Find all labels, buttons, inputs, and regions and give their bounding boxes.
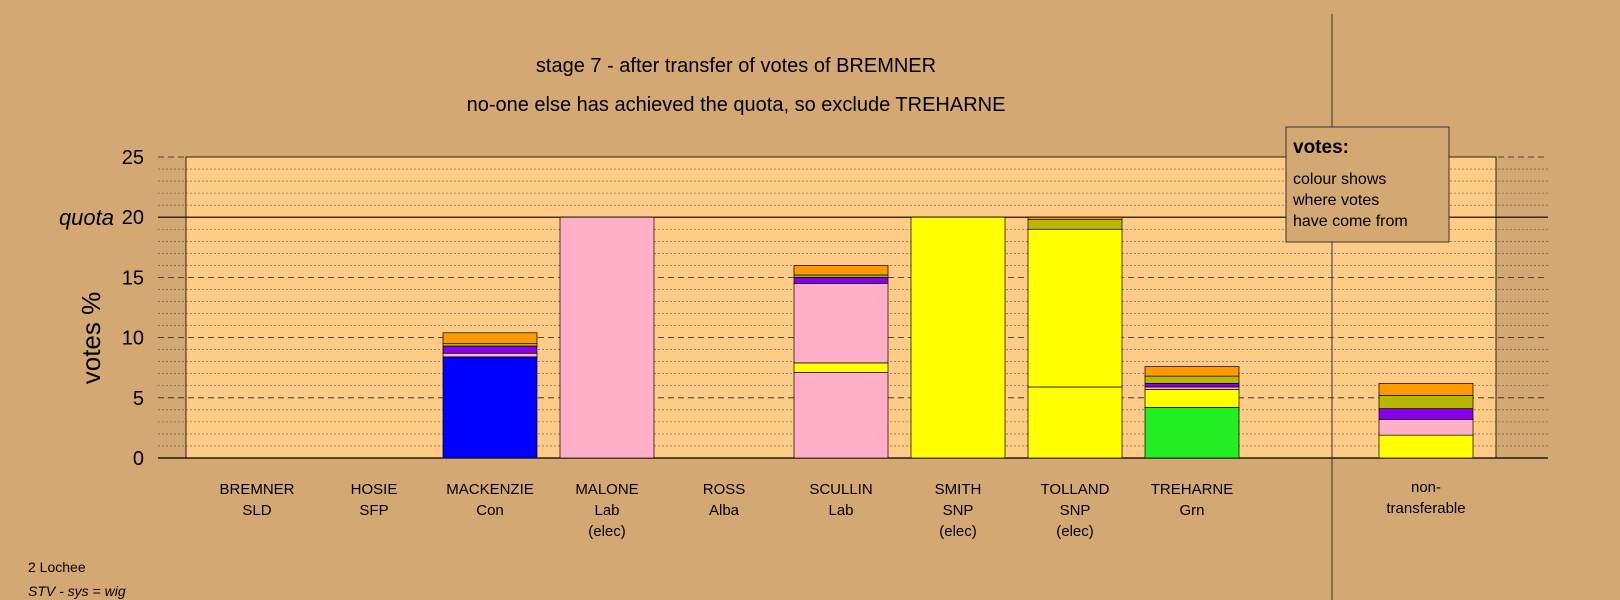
legend-line: have come from [1293,213,1408,230]
legend-box [1285,126,1450,243]
chart-title: stage 7 - after transfer of votes of BRE… [536,55,936,77]
candidate-party: Con [476,502,504,519]
bar-nontransferable-segment-alba [1378,395,1474,409]
bar-mackenzie-segment-con [442,356,538,459]
candidate-note: (elec) [1056,523,1094,540]
bar-tolland-segment-sld [1027,216,1123,220]
bar-mackenzie-segment-lab [442,352,538,358]
candidate-party: SLD [242,502,271,519]
candidate-name: MACKENZIE [446,481,534,498]
candidate-name: ROSS [703,481,746,498]
bar-treharne-segment-alba [1144,375,1240,384]
candidate-party: SFP [359,502,388,519]
candidate-note: (elec) [588,523,626,540]
candidate-name: BREMNER [219,481,294,498]
y-axis-label: votes % [76,292,106,385]
bar-malone-segment-lab [559,216,655,459]
candidate-name: SMITH [935,481,982,498]
bar-treharne-segment-grn [1144,407,1240,459]
candidate-name: TOLLAND [1041,481,1110,498]
candidate-party: SNP [1060,502,1091,519]
y-tick-label: 25 [122,147,144,169]
chart-subtitle: no-one else has achieved the quota, so e… [467,94,1006,116]
bar-treharne-segment-snp [1144,389,1240,408]
candidate-name: TREHARNE [1151,481,1234,498]
footer-area: 2 Lochee [28,559,86,575]
bar-nontransferable-segment-snp [1378,434,1474,459]
bar-scullin-segment-sfp [793,277,889,284]
candidate-party: Lab [594,502,619,519]
legend-line: colour shows [1293,171,1386,188]
bar-tolland-segment-snp [1027,228,1123,388]
candidate-name: HOSIE [351,481,398,498]
candidate-party: Grn [1179,502,1204,519]
bar-smith-segment-snp [910,216,1006,459]
legend-line: where votes [1292,192,1379,209]
y-tick-label: 5 [133,388,144,410]
y-tick-label: 10 [122,328,144,350]
candidate-name: MALONE [575,481,638,498]
footer-system: STV - sys = wig [28,583,126,599]
bar-scullin-segment-snp [793,362,889,373]
y-tick-label: 20 [122,207,144,229]
bar-scullin-segment-lab [793,372,889,459]
candidate-note: (elec) [939,523,977,540]
nontransferable-label: non- [1411,479,1441,496]
candidate-party: Alba [709,502,740,519]
quota-label: quota [59,205,114,230]
bar-tolland-segment-alba [1027,219,1123,230]
bar-treharne-segment-lab [1144,386,1240,390]
bar-treharne-segment-sfp [1144,383,1240,388]
candidate-name: SCULLIN [809,481,872,498]
bar-treharne-segment-sld [1144,366,1240,377]
legend-title: votes: [1293,137,1349,158]
bar-scullin-segment-sld [793,265,889,276]
candidate-party: Lab [828,502,853,519]
bar-scullin-segment-alba [793,274,889,278]
bar-tolland-segment-snp [1027,386,1123,459]
bar-scullin-segment-lab [793,283,889,364]
candidate-party: SNP [943,502,974,519]
bar-nontransferable-segment-sfp [1378,408,1474,420]
bar-nontransferable-segment-lab [1378,419,1474,436]
bar-mackenzie-segment-alba [442,343,538,347]
bar-nontransferable-segment-sld [1378,383,1474,396]
y-tick-label: 15 [122,267,144,289]
bar-mackenzie-segment-sld [442,332,538,344]
nontransferable-label: transferable [1386,500,1465,517]
bar-mackenzie-segment-sfp [442,345,538,354]
y-tick-label: 0 [133,448,144,470]
